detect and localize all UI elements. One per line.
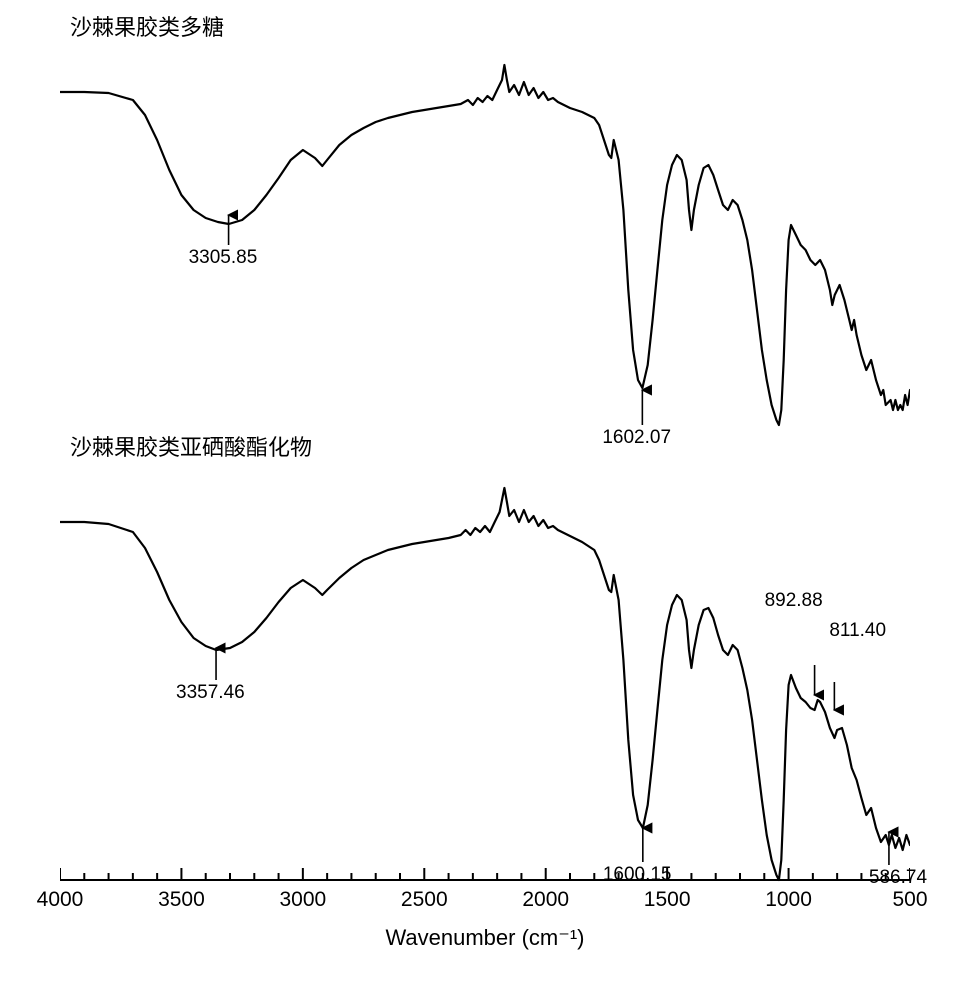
spectrum-label-1: 沙棘果胶类亚硒酸酯化物	[70, 430, 312, 462]
peak-label: 892.88	[765, 590, 823, 612]
ir-spectrum-chart: 沙棘果胶类多糖 3305.85 1602.07 沙棘果胶类亚硒酸酯化物 3357.46 1…	[0, 0, 955, 1000]
peak-label: 3305.85	[189, 247, 258, 269]
xaxis-tick-label: 2500	[401, 888, 448, 912]
xaxis-tick-label: 3000	[279, 888, 326, 912]
xaxis-tick-label: 3500	[158, 888, 205, 912]
peak-label: 811.40	[829, 620, 886, 642]
peak-label: 1600.15	[603, 864, 672, 886]
xaxis-tick-label: 2000	[522, 888, 569, 912]
peak-label: 3357.46	[176, 682, 245, 704]
xaxis-tick-label: 500	[892, 888, 927, 912]
xaxis-label: Wavenumber (cm⁻¹)	[375, 925, 595, 951]
xaxis-tick-label: 1500	[644, 888, 691, 912]
spectra-svg	[60, 10, 910, 940]
spectrum-label-0: 沙棘果胶类多糖	[70, 10, 224, 42]
xaxis-tick-label: 4000	[37, 888, 84, 912]
peak-label: 1602.07	[602, 427, 671, 449]
xaxis-tick-label: 1000	[765, 888, 812, 912]
peak-label: 586.74	[869, 867, 927, 889]
